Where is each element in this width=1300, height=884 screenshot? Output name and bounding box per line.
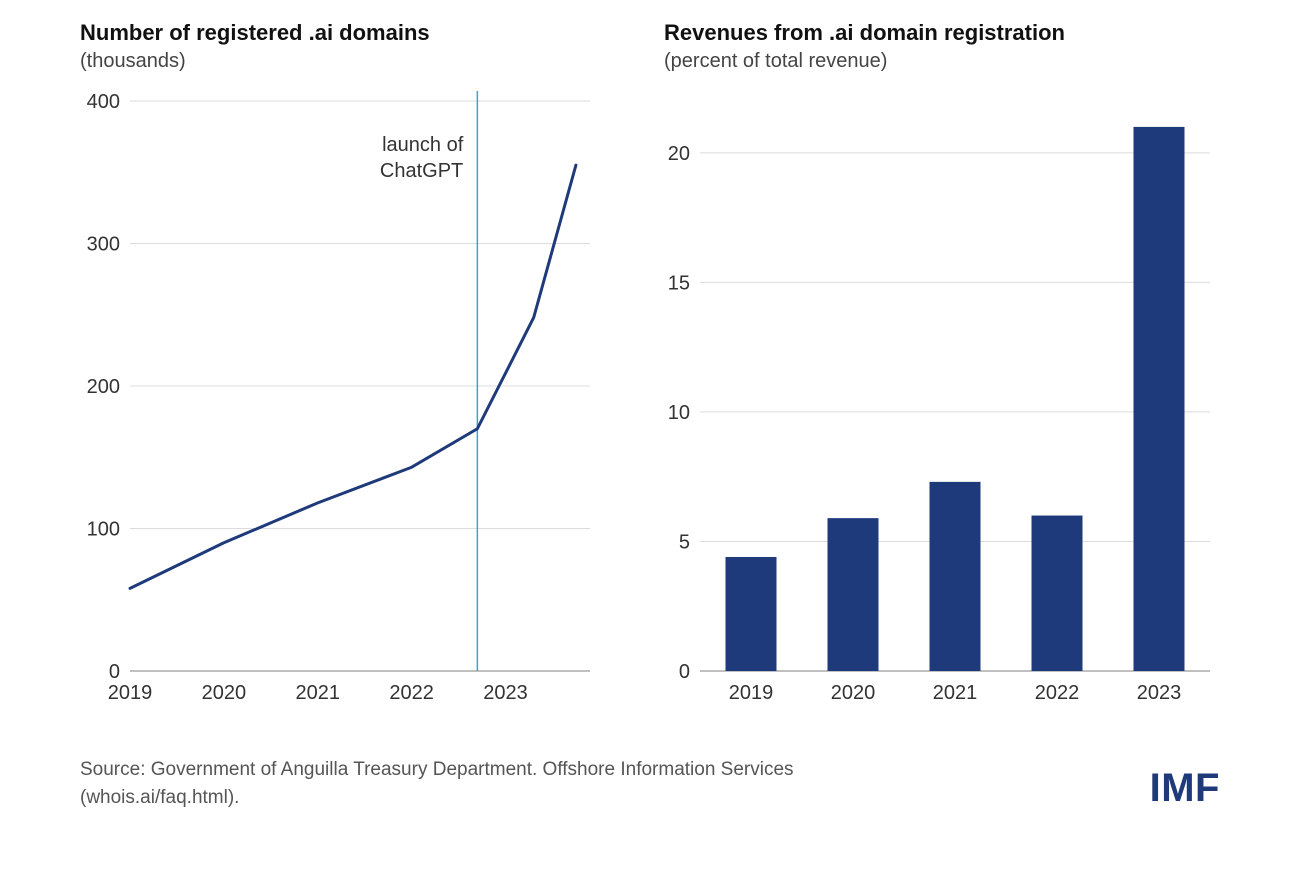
svg-text:ChatGPT: ChatGPT: [380, 160, 463, 182]
charts-row: Number of registered .ai domains (thousa…: [80, 20, 1220, 716]
svg-text:300: 300: [87, 234, 120, 256]
footer-row: Source: Government of Anguilla Treasury …: [80, 756, 1220, 811]
svg-text:2023: 2023: [1137, 682, 1182, 704]
imf-logo: IMF: [1150, 766, 1220, 811]
line-chart-subtitle: (thousands): [80, 50, 624, 73]
svg-text:15: 15: [668, 272, 690, 294]
svg-text:2019: 2019: [108, 682, 153, 704]
svg-text:2019: 2019: [729, 682, 774, 704]
svg-text:0: 0: [679, 661, 690, 683]
svg-text:0: 0: [109, 661, 120, 683]
line-chart-svg: 0 100 200 300 400 2019 2020 2021 2022 2023 launch …: [80, 91, 600, 711]
svg-text:2020: 2020: [202, 682, 247, 704]
source-text: Source: Government of Anguilla Treasury …: [80, 756, 800, 811]
page: Number of registered .ai domains (thousa…: [0, 0, 1300, 884]
svg-text:10: 10: [668, 402, 690, 424]
bar-chart-block: Revenues from .ai domain registration (p…: [664, 20, 1220, 716]
svg-text:launch of: launch of: [382, 134, 464, 156]
svg-text:2020: 2020: [831, 682, 876, 704]
bar-chart-subtitle: (percent of total revenue): [664, 50, 1220, 73]
bar-chart-svg: 0 5 10 15 20 2019 2020 2021 2022 2023: [664, 91, 1220, 711]
svg-text:100: 100: [87, 519, 120, 541]
svg-text:2021: 2021: [933, 682, 978, 704]
line-chart-block: Number of registered .ai domains (thousa…: [80, 20, 624, 716]
bar-chart-title: Revenues from .ai domain registration: [664, 20, 1220, 46]
svg-text:400: 400: [87, 91, 120, 113]
svg-text:2023: 2023: [483, 682, 528, 704]
line-chart-svg-wrap: 0 100 200 300 400 2019 2020 2021 2022 2023 launch …: [80, 91, 624, 716]
svg-text:2021: 2021: [296, 682, 341, 704]
bar-chart-svg-wrap: 0 5 10 15 20 2019 2020 2021 2022 2023: [664, 91, 1220, 716]
svg-text:5: 5: [679, 531, 690, 553]
svg-text:2022: 2022: [1035, 682, 1080, 704]
svg-text:20: 20: [668, 143, 690, 165]
svg-text:2022: 2022: [389, 682, 434, 704]
line-chart-title: Number of registered .ai domains: [80, 20, 624, 46]
svg-text:200: 200: [87, 376, 120, 398]
